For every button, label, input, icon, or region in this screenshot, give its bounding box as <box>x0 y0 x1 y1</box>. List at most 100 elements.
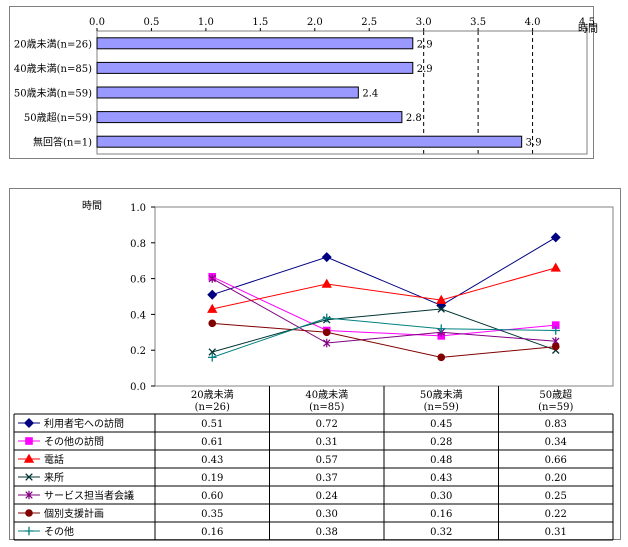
table-cell-value: 0.35 <box>201 509 223 520</box>
table-cell-value: 0.30 <box>316 509 338 520</box>
table-cell-value: 0.48 <box>430 455 452 466</box>
series-line <box>212 267 556 310</box>
line-y-tick-label: 1.0 <box>130 203 146 214</box>
table-cell-value: 0.57 <box>316 455 338 466</box>
bar-category-label: 50歳超(n=59) <box>24 111 92 124</box>
table-cell-value: 0.16 <box>430 509 452 520</box>
data-point <box>323 338 331 348</box>
data-point <box>321 252 332 263</box>
line-category-label: (n=59) <box>538 402 573 413</box>
line-y-tick-label: 0.0 <box>130 382 146 393</box>
table-cell-value: 0.25 <box>545 491 567 502</box>
table-cell-value: 0.19 <box>201 473 223 484</box>
table-cell-value: 0.51 <box>201 419 223 430</box>
bar <box>96 135 523 148</box>
table-cell-value: 0.43 <box>430 473 452 484</box>
legend-marker <box>25 490 33 500</box>
data-point <box>321 278 332 288</box>
line-category-label: 50歳未満 <box>420 389 463 401</box>
line-category-label: (n=26) <box>195 402 230 413</box>
table-cell-value: 0.43 <box>201 455 223 466</box>
table-cell-value: 0.16 <box>201 527 223 538</box>
data-point <box>207 303 218 313</box>
bar-x-axis-label: 時間 <box>578 23 598 35</box>
bar-value-label: 2.8 <box>406 113 422 124</box>
data-point <box>322 328 331 337</box>
legend-series-name: その他 <box>44 525 74 538</box>
series-line <box>212 322 556 358</box>
bar-value-label: 2.4 <box>362 89 378 100</box>
data-point <box>208 319 217 328</box>
data-point <box>550 232 561 243</box>
data-point <box>322 313 332 323</box>
line-y-tick-label: 0.8 <box>130 239 146 250</box>
table-cell-value: 0.37 <box>316 473 338 484</box>
line-chart-panel: 0.0 0.2 0.4 0.6 0.8 1.0 時間 20歳未満 (n=26) 40歳未満 (n=8… <box>9 188 621 541</box>
bar-x-tick-label: 2.0 <box>307 17 323 28</box>
legend-series-name: サービス担当者会議 <box>44 489 134 502</box>
bar-x-tick-label: 3.0 <box>416 17 432 28</box>
legend-series-name: 電話 <box>44 453 64 466</box>
table-cell-value: 0.28 <box>430 437 452 448</box>
bar-chart: 0.0 0.5 1.0 1.5 2.0 2.5 3.0 3.5 4.0 4.5時間 20歳未満(n=… <box>14 17 598 155</box>
legend-series-name: 利用者宅への訪問 <box>44 417 124 430</box>
table-cell-value: 0.31 <box>545 527 567 538</box>
data-point <box>551 326 561 335</box>
line-y-tick-label: 0.2 <box>130 346 146 357</box>
bar-x-tick-label: 3.5 <box>470 17 486 28</box>
table-cell-value: 0.60 <box>201 491 223 502</box>
line-chart: 0.0 0.2 0.4 0.6 0.8 1.0 時間 20歳未満(n=26) 40歳未満(n=8… <box>13 200 614 541</box>
series-line <box>212 237 557 307</box>
bar <box>96 37 414 50</box>
data-point <box>437 353 446 362</box>
line-plot-frame <box>154 206 614 387</box>
line-category-label: 50歳超 <box>539 388 572 401</box>
series-line <box>212 308 556 353</box>
legend-marker <box>23 453 35 463</box>
bar-x-tick-label: 4.5 <box>579 17 595 28</box>
bar-x-tick-label: 0.5 <box>143 17 159 28</box>
bar-x-tick-label: 4.0 <box>525 17 541 28</box>
bar-x-tick-label: 1.5 <box>252 17 268 28</box>
data-point <box>436 294 447 304</box>
table-cell-value: 0.24 <box>316 491 338 502</box>
series-line <box>212 276 556 337</box>
legend-marker <box>25 509 33 517</box>
data-point <box>207 353 217 362</box>
line-y-tick-label: 0.6 <box>130 275 146 286</box>
bar-category-label: 無回答(n=1) <box>33 136 92 149</box>
table-cell-value: 0.30 <box>430 491 452 502</box>
line-category-label: (n=85) <box>309 402 344 413</box>
data-point <box>208 274 216 283</box>
bar <box>96 61 414 74</box>
table-cell-value: 0.20 <box>545 473 567 484</box>
legend-marker <box>24 526 34 536</box>
line-category-label: (n=59) <box>424 402 459 413</box>
table-cell-value: 0.32 <box>430 527 452 538</box>
legend-marker <box>23 417 35 429</box>
legend-series-name: 来所 <box>44 472 64 484</box>
legend-marker <box>25 437 33 445</box>
table-cell-value: 0.34 <box>545 437 567 448</box>
bar-value-label: 2.9 <box>417 39 433 50</box>
bar-value-label: 3.9 <box>526 138 542 149</box>
bar-category-label: 40歳未満(n=85) <box>14 63 92 75</box>
bar-category-label: 20歳未満(n=26) <box>14 38 92 50</box>
table-cell-value: 0.38 <box>316 527 338 538</box>
table-cell-value: 0.31 <box>316 437 338 448</box>
data-point <box>436 324 446 334</box>
table-cell-value: 0.61 <box>201 437 223 448</box>
data-point <box>208 348 217 356</box>
bar-chart-panel: 0.0 0.5 1.0 1.5 2.0 2.5 3.0 3.5 4.0 4.5 時間 20歳未満(n=… <box>9 6 598 159</box>
bar-x-tick-label: 0.0 <box>89 17 105 28</box>
table-cell-value: 0.22 <box>545 509 567 520</box>
line-category-label: 40歳未満 <box>305 389 348 401</box>
table-cell-value: 0.83 <box>545 419 567 430</box>
line-y-axis-label: 時間 <box>82 200 102 212</box>
data-point <box>437 305 446 313</box>
legend-series-name: 個別支援計画 <box>44 507 104 520</box>
line-y-tick-label: 0.4 <box>130 310 146 321</box>
bar-category-label: 50歳未満(n=59) <box>14 88 92 100</box>
legend-marker <box>25 473 33 481</box>
data-point <box>550 262 561 272</box>
